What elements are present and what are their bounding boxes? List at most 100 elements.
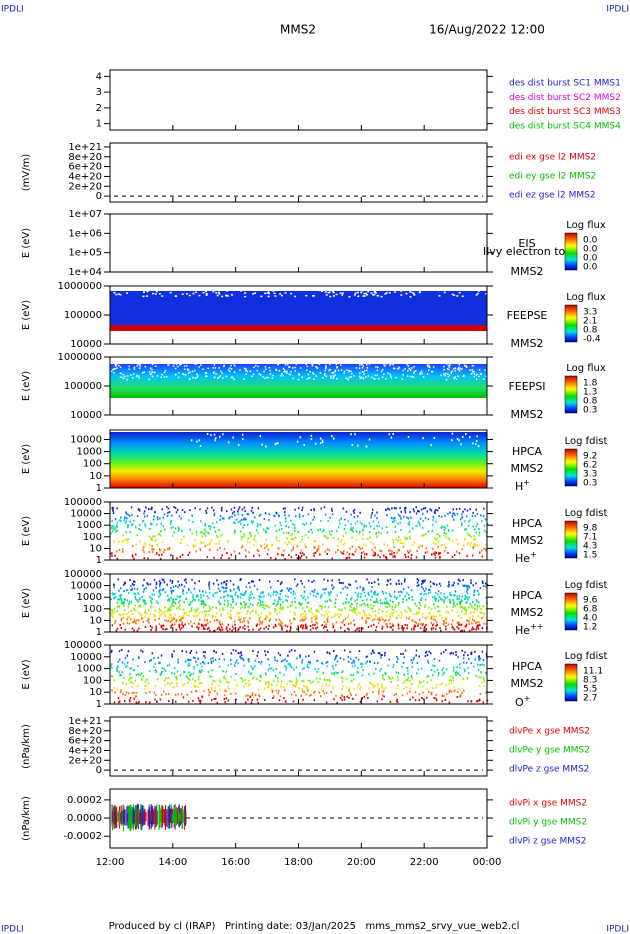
spectrogram-speck (210, 433, 212, 436)
spectrogram-speck (388, 677, 391, 680)
spectrogram-speck (292, 700, 295, 703)
spectrogram-speck (350, 596, 353, 599)
spectrogram-speck (216, 692, 219, 695)
spectrogram-speck (361, 599, 364, 602)
spectrogram-speck (120, 593, 122, 596)
spectrogram-speck (332, 377, 335, 380)
spectrogram-speck (301, 690, 304, 693)
spectrogram-speck (195, 533, 198, 536)
spectrogram-speck (277, 692, 279, 695)
x-tick-label: 14:00 (158, 857, 187, 868)
spectrogram-speck (345, 597, 348, 600)
spectrogram-speck (454, 367, 457, 369)
spectrogram-speck (352, 553, 355, 556)
spectrogram-speck (314, 668, 316, 671)
spectrogram-speck (237, 585, 240, 588)
spectrogram-speck (326, 553, 328, 556)
spectrogram-speck (468, 533, 470, 536)
spectrogram-speck (154, 698, 156, 701)
spectrogram-speck (371, 650, 374, 653)
spectrogram-speck (223, 595, 226, 598)
spectrogram-speck (410, 683, 413, 686)
spectrogram-speck (353, 661, 355, 664)
spectrogram-speck (469, 534, 471, 537)
spectrogram-speck (366, 660, 369, 663)
spectrogram-speck (268, 624, 270, 627)
spectrogram-speck (153, 578, 156, 581)
spectrogram-speck (356, 627, 359, 630)
spectrogram-speck (355, 613, 358, 616)
spectrogram-speck (206, 595, 209, 598)
spectrogram-speck (450, 675, 452, 678)
spectrogram-speck (244, 616, 247, 619)
spectrogram-speck (392, 666, 394, 669)
spectrogram-speck (269, 612, 271, 615)
spectrogram-speck (477, 601, 480, 604)
spectrogram-speck (227, 602, 230, 605)
spectrogram-speck (132, 612, 134, 615)
spectrogram-speck (359, 604, 361, 607)
spectrogram-speck (426, 550, 429, 553)
spectrogram-speck (374, 590, 376, 593)
spectrogram-speck (189, 603, 191, 606)
spectrogram-speck (116, 609, 118, 612)
spectrogram-speck (474, 607, 476, 610)
spectrogram-speck (202, 626, 205, 629)
spectrogram-speck (430, 691, 433, 694)
spectrogram-speck (470, 373, 473, 375)
spectrogram-speck (209, 629, 211, 632)
spectrogram-speck (461, 368, 463, 370)
spectrogram-speck (305, 613, 307, 616)
spectrogram-speck (110, 665, 112, 668)
spectrogram-speck (417, 622, 420, 625)
spectrogram-speck (149, 523, 152, 526)
spectrogram-speck (285, 525, 287, 528)
spectrogram-speck (311, 590, 313, 593)
spectrogram-speck (244, 678, 247, 681)
spectrogram-speck (457, 627, 460, 630)
spectrogram-speck (359, 377, 361, 380)
spectrogram-speck (341, 670, 344, 673)
y-tick-label: 1000 (77, 664, 102, 675)
spectrogram-speck (264, 512, 267, 515)
spectrogram-speck (231, 515, 233, 518)
spectrogram-speck (257, 532, 260, 535)
spectrogram-speck (386, 600, 388, 603)
spectrogram-speck (435, 597, 438, 600)
spectrogram-speck (172, 600, 174, 603)
spectrogram-speck (390, 595, 393, 598)
spectrogram-speck (158, 617, 160, 620)
spectrogram-speck (133, 373, 135, 375)
spectrogram-speck (195, 363, 198, 365)
spectrogram-speck (295, 554, 297, 557)
spectrogram-speck (329, 599, 332, 602)
spectrogram-speck (303, 684, 305, 687)
spectrogram-speck (390, 516, 393, 519)
spectrogram-speck (391, 550, 393, 553)
spectrogram-speck (272, 680, 275, 683)
spectrogram-speck (401, 665, 403, 668)
species-base: H (515, 480, 523, 493)
spectrogram-speck (336, 377, 338, 380)
spectrogram-speck (476, 512, 479, 515)
spectrogram-speck (351, 609, 353, 612)
spectrogram-speck (319, 442, 322, 445)
spectrogram-speck (255, 678, 258, 681)
spectrogram-speck (264, 672, 267, 675)
spectrogram-speck (258, 695, 261, 698)
spectrogram-speck (264, 604, 266, 607)
spectrogram-speck (438, 534, 440, 537)
spectrogram-speck (349, 657, 352, 660)
spectrogram-speck (479, 551, 481, 554)
spectrogram-speck (290, 556, 293, 559)
spectrogram-speck (472, 512, 474, 515)
spectrogram-speck (361, 537, 364, 540)
spectrogram-speck (298, 601, 300, 604)
spectrogram-speck (257, 523, 259, 526)
spectrogram-speck (126, 618, 128, 621)
spectrogram-speck (405, 506, 407, 509)
spectrogram-speck (256, 623, 258, 626)
spectrogram-speck (290, 622, 292, 625)
spectrogram-speck (385, 610, 388, 613)
spectrogram-speck (440, 374, 442, 377)
